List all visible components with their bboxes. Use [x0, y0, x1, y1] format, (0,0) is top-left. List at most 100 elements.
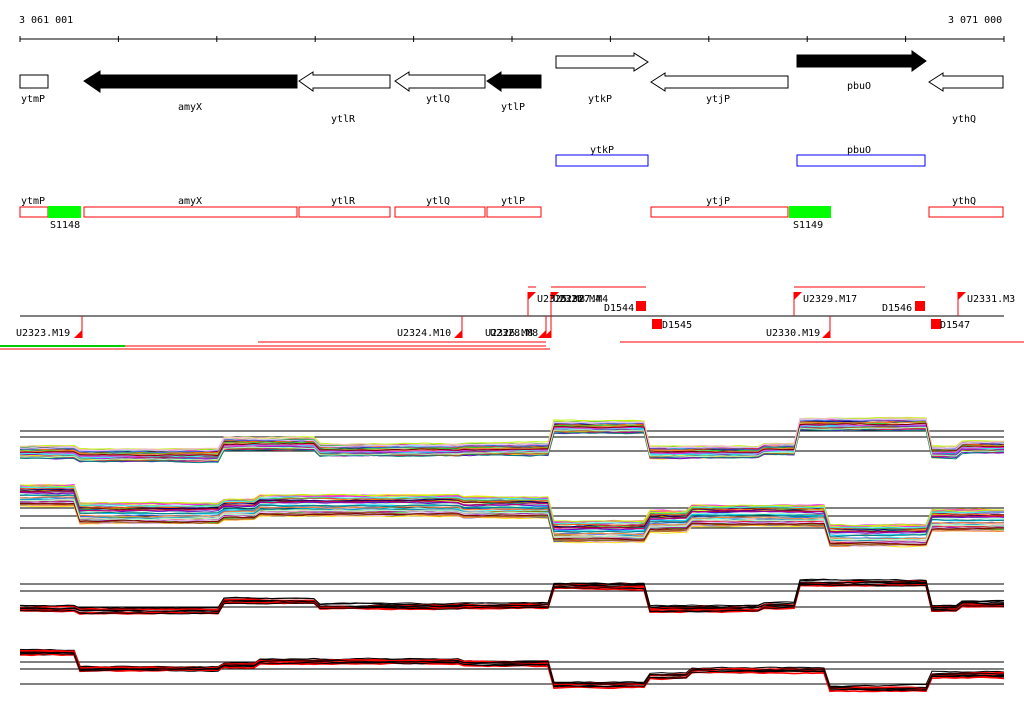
expression-panels: [19, 416, 1005, 693]
expression-trace: [19, 499, 1005, 541]
segment-flag: [543, 330, 551, 338]
gene-label-ytlQ: ytlQ: [426, 94, 450, 105]
segment-flag: [528, 292, 536, 300]
segment-flag: [822, 330, 830, 338]
blue-box-ytkP[interactable]: [555, 154, 649, 167]
red-label-ytjP: ytjP: [706, 196, 730, 207]
red-label-amyX: amyX: [178, 196, 202, 207]
red-label-ythQ: ythQ: [952, 196, 976, 207]
red-label-ytmP: ytmP: [21, 196, 45, 207]
ruler-ticks: [19, 36, 1005, 42]
segment-label-U2329.M17: U2329.M17: [803, 294, 857, 305]
expression-trace: [19, 422, 1005, 457]
green-feature-S1149[interactable]: [789, 206, 831, 218]
blue-feature-track: ytkP pbuO: [555, 145, 926, 167]
gene-label-ytmP: ytmP: [21, 94, 45, 105]
gene-label-ythQ: ythQ: [952, 114, 976, 125]
ruler-end-label: 3 071 000: [948, 15, 1002, 26]
segment-flag: [538, 330, 546, 338]
expression-trace: [19, 583, 1005, 615]
expression-trace: [19, 484, 1005, 527]
red-box-ytjP[interactable]: [650, 206, 789, 218]
expression-trace: [19, 652, 1005, 691]
segment-label-D1547: D1547: [940, 320, 970, 331]
expression-trace: [19, 494, 1005, 538]
segment-label-D1544: D1544: [604, 303, 634, 314]
expression-trace: [19, 426, 1004, 461]
segment-flag: [794, 292, 802, 300]
gene-label-pbuO: pbuO: [847, 81, 871, 92]
segment-flag: [74, 330, 82, 338]
segment-marker-D1544[interactable]: [636, 301, 646, 311]
red-box-ytlP[interactable]: [486, 206, 542, 218]
gene-label-amyX: amyX: [178, 102, 202, 113]
segment-label-U2328.M8: U2328.M8: [490, 328, 538, 339]
expression-trace: [20, 496, 1005, 540]
red-box-ythQ[interactable]: [928, 206, 1004, 218]
expression-trace: [19, 487, 1004, 530]
segment-label-D1546: D1546: [882, 303, 912, 314]
expression-trace: [19, 492, 1005, 534]
gene-track: ytmP amyX ytlR ytlQ ytlP ytkP ytjP pbuO …: [19, 50, 1004, 125]
segment-label-U2324.M10: U2324.M10: [397, 328, 451, 339]
blue-label-pbuO: pbuO: [847, 145, 871, 156]
gene-arrow-ytlQ[interactable]: [394, 71, 486, 92]
red-feature-track: ytmP amyX ytlR ytlQ ytlP ytjP ythQ S1148…: [19, 196, 1004, 231]
expression-trace: [19, 581, 1005, 612]
gene-label-ytlP: ytlP: [501, 102, 525, 113]
gene-label-ytkP: ytkP: [588, 94, 612, 105]
green-label-S1148: S1148: [50, 220, 80, 231]
gene-arrow-ytlP[interactable]: [486, 71, 542, 92]
segment-label-U2331.M3: U2331.M3: [967, 294, 1015, 305]
segment-flag: [551, 292, 559, 300]
gene-arrow-ytjP[interactable]: [650, 72, 789, 92]
expression-panel: [19, 578, 1005, 615]
coordinate-ruler: 3 061 001 3 071 000: [19, 15, 1005, 42]
gene-arrow-ythQ[interactable]: [928, 72, 1004, 92]
expression-trace: [19, 502, 1005, 546]
expression-trace: [19, 486, 1005, 529]
expression-trace: [19, 419, 1004, 454]
green-feature-S1148[interactable]: [48, 206, 81, 218]
red-box-ytlQ[interactable]: [394, 206, 486, 218]
red-label-ytlR: ytlR: [331, 196, 356, 207]
segment-marker-D1546[interactable]: [915, 301, 925, 311]
expression-trace: [19, 651, 1005, 690]
segment-flag: [454, 330, 462, 338]
segment-marker-D1545[interactable]: [652, 319, 662, 329]
segment-label-D1545: D1545: [662, 320, 692, 331]
gene-arrow-ytmP[interactable]: [19, 74, 49, 89]
expression-trace: [19, 418, 1005, 452]
segment-label-U2330.M19: U2330.M19: [766, 328, 820, 339]
red-label-ytlP: ytlP: [501, 196, 525, 207]
gene-label-ytjP: ytjP: [706, 94, 730, 105]
expression-panel: [19, 484, 1005, 548]
red-box-amyX[interactable]: [83, 206, 298, 218]
gene-label-ytlR: ytlR: [331, 114, 356, 125]
expression-trace: [19, 489, 1005, 532]
gene-arrow-amyX[interactable]: [83, 70, 298, 93]
segment-label-U2326.M8: U2326.M8: [485, 328, 533, 339]
segment-label-U2323.M19: U2323.M19: [16, 328, 70, 339]
ruler-start-label: 3 061 001: [19, 15, 73, 26]
green-label-S1149: S1149: [793, 220, 823, 231]
blue-box-pbuO[interactable]: [796, 154, 926, 167]
red-label-ytlQ: ytlQ: [426, 196, 450, 207]
expression-panel: [19, 416, 1005, 464]
gene-arrow-pbuO[interactable]: [796, 50, 927, 72]
expression-trace: [19, 428, 1005, 464]
expression-trace: [19, 579, 1005, 609]
expression-trace: [19, 491, 1005, 533]
segment-flag: [958, 292, 966, 300]
segment-track: U2325.M8 U2326.M4 U2327.M4 D1544 U2329.M…: [0, 286, 1024, 350]
segment-label-U2326.M4: U2326.M4: [553, 294, 601, 305]
red-box-ytmP[interactable]: [19, 206, 49, 218]
segment-label-U2327.M4: U2327.M4: [560, 294, 608, 305]
expression-panel: [19, 648, 1005, 693]
blue-label-ytkP: ytkP: [590, 145, 614, 156]
segment-marker-D1547[interactable]: [931, 319, 941, 329]
gene-arrow-ytkP[interactable]: [555, 52, 649, 72]
red-box-ytlR[interactable]: [298, 206, 391, 218]
gene-arrow-ytlR[interactable]: [298, 71, 391, 92]
